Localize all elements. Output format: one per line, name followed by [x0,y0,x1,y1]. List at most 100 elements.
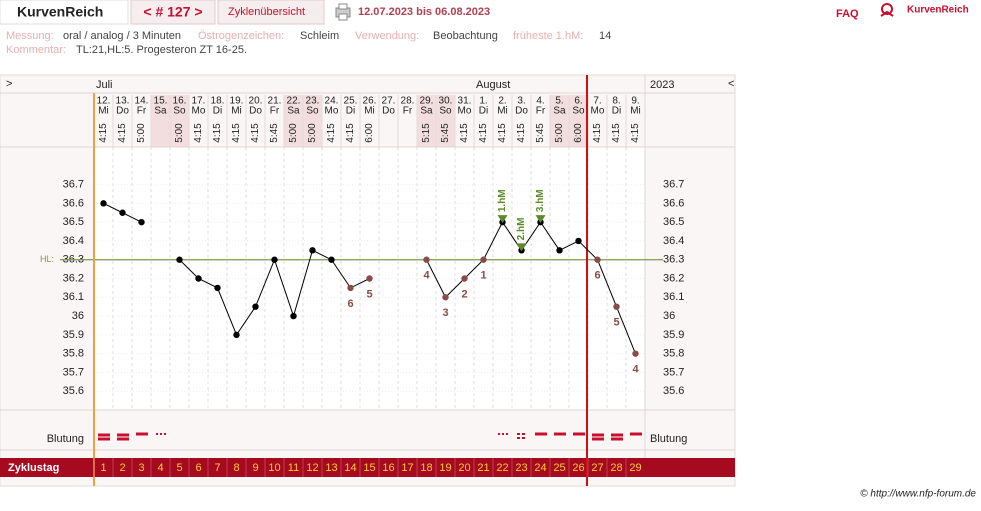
weekday: Sa [553,106,566,117]
info-value: Schleim [300,30,339,42]
overview-link[interactable]: Zyklenübersicht [228,6,305,18]
weekday: Mo [458,106,472,117]
point-label: 2 [461,288,467,300]
faq-link[interactable]: FAQ [836,8,859,20]
weekday: So [572,106,585,117]
y-tick-label-right: 35.8 [663,348,684,360]
cycle-day: 14 [344,462,356,474]
cycle-day: 3 [138,462,144,474]
date: 14. [135,96,149,107]
nav-right[interactable]: < [728,78,734,90]
temperature-point [613,303,620,310]
nav-box[interactable] [130,0,216,25]
weekday: So [306,106,319,117]
info-value: TL:21,HL:5. Progesteron ZT 16-25. [76,44,247,56]
time: 5:45 [269,123,280,143]
time: 4:15 [592,123,603,143]
weekday: Mi [364,106,375,117]
point-label: 1 [480,270,486,282]
peak-marker [497,215,508,224]
date: 17. [192,96,206,107]
bleeding-label: Blutung [650,433,687,445]
y-tick-label: 35.7 [63,366,84,378]
weekday: Fr [270,106,280,117]
cycle-day: 24 [534,462,546,474]
weekend-column [569,95,588,147]
printer-icon[interactable] [335,3,351,21]
date: 16. [173,96,187,107]
date: 8. [612,96,620,107]
period: 12.07.2023 bis 06.08.2023 [358,6,490,18]
date: 30. [439,96,453,107]
y-tick-label-right: 35.6 [663,385,684,397]
date: 22. [287,96,301,107]
peak-label: 3.hM [535,189,546,212]
cycle-day: 12 [306,462,318,474]
temperature-point [290,312,297,320]
info-value: 14 [599,30,611,42]
date: 19. [230,96,244,107]
info-label: Messung: [6,30,54,42]
cycle-day: 4 [157,462,163,474]
point-label: 3 [442,307,448,319]
weekday: Di [346,106,355,117]
weekend-column [151,95,170,147]
site-box [0,0,129,25]
time: 4:15 [630,123,641,143]
hl-label: HL: [40,254,54,264]
cycle-day: 27 [591,462,603,474]
cycle-day: 18 [420,462,432,474]
weekday: Mi [231,106,242,117]
time: 4:15 [478,123,489,143]
cycle-day: 21 [477,462,489,474]
time: 4:15 [98,123,109,143]
cycle-day: 6 [195,462,201,474]
date: 26. [363,96,377,107]
date: 18. [211,96,225,107]
y-tick-label-right: 36.7 [663,178,684,190]
temperature-point [556,247,563,254]
month-label: Juli [96,79,113,91]
date: 13. [116,96,130,107]
cycle-day: 20 [458,462,470,474]
cycle-day: 5 [176,462,182,474]
cycle-day: 9 [252,462,258,474]
weekend-column [436,95,455,147]
weekend-column [417,95,436,147]
cycle-day: 11 [288,462,299,474]
overview-box[interactable] [217,0,325,25]
cycle-day: 10 [268,462,280,474]
date: 6. [574,96,582,107]
date: 3. [517,96,525,107]
point-label: 6 [347,298,353,310]
nav-left[interactable]: > [6,78,12,90]
y-tick-label: 36.5 [63,216,84,228]
weekday: So [439,106,452,117]
date: 15. [154,96,168,107]
cycle-day: 1 [100,462,106,474]
time: 4:15 [250,123,261,143]
cycle-nav[interactable]: < # 127 > [143,4,202,20]
temperature-point [233,331,240,339]
time: 5:00 [174,123,185,143]
temperature-point [271,256,278,263]
cycle-day: 28 [610,462,622,474]
weekend-column [284,95,303,147]
cycle-day: 29 [629,462,641,474]
y-tick-label: 36.1 [63,291,84,303]
date: 2. [498,96,506,107]
date: 1. [479,96,487,107]
temperature-point [632,350,639,357]
time: 4:15 [212,123,223,143]
cycle-day: 25 [553,462,565,474]
weekday: Fr [536,106,546,117]
y-tick-label-right: 36.4 [663,235,684,247]
temperature-point [423,256,430,263]
date: 23. [306,96,320,107]
year: 2023 [650,79,674,91]
date: 9. [631,96,639,107]
temperature-point [100,200,107,207]
weekday: Mo [325,106,339,117]
weekday: Fr [137,106,147,117]
cycle-day: 19 [439,462,451,474]
